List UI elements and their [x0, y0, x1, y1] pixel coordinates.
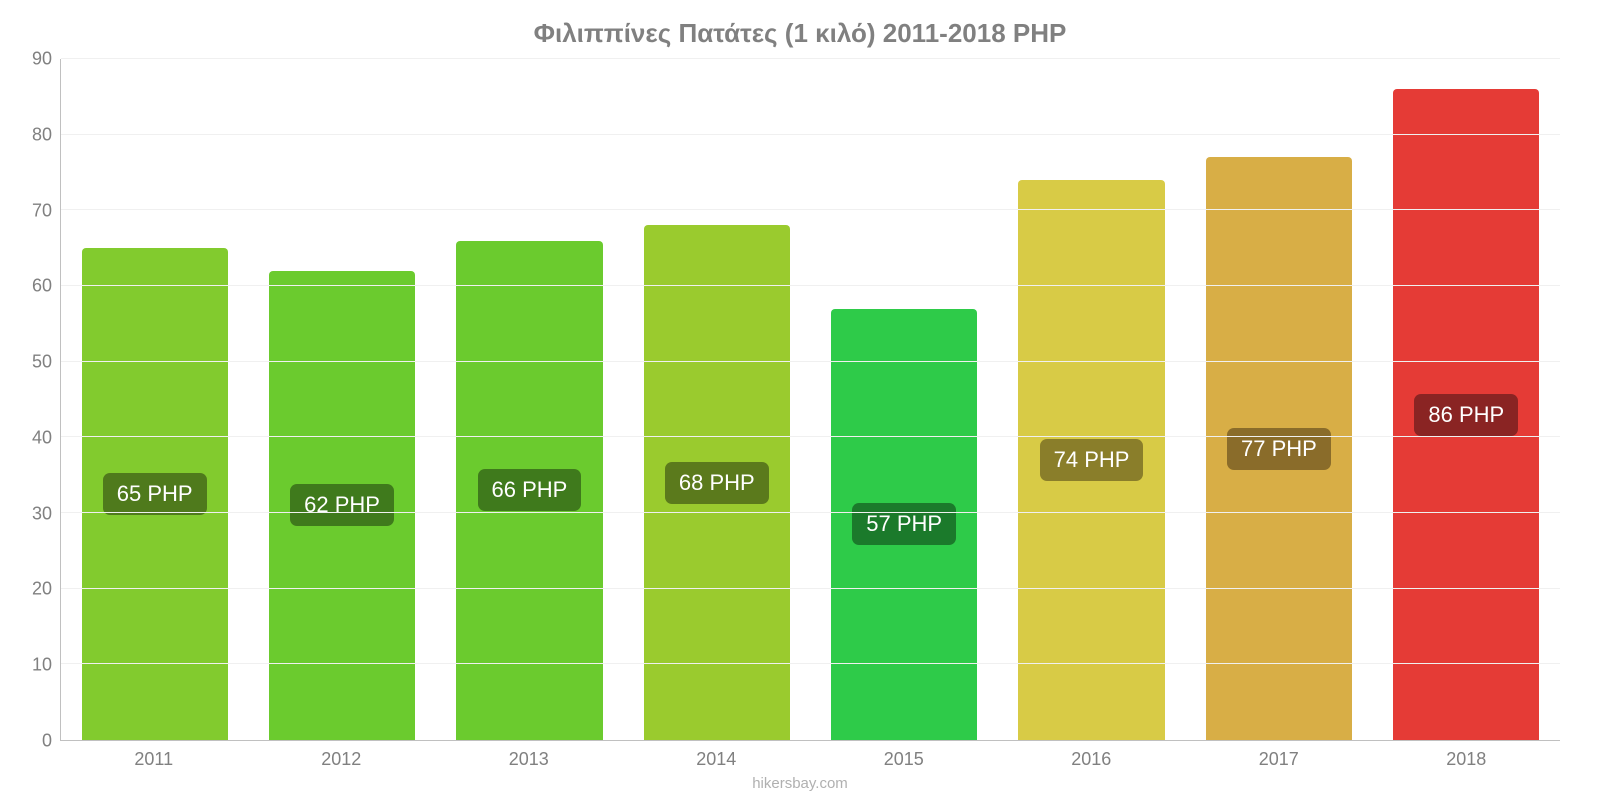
bar-slot: 62 PHP: [248, 59, 435, 740]
y-tick-label: 60: [32, 276, 52, 297]
bar: 66 PHP: [456, 241, 602, 740]
bar-value-label: 65 PHP: [103, 473, 207, 515]
y-tick-label: 0: [42, 731, 52, 752]
x-tick-label: 2017: [1185, 741, 1373, 775]
gridline: [61, 134, 1560, 135]
bar-value-label: 68 PHP: [665, 462, 769, 504]
y-tick-label: 40: [32, 427, 52, 448]
gridline: [61, 588, 1560, 589]
chart-title: Φιλιππίνες Πατάτες (1 κιλό) 2011-2018 PH…: [0, 0, 1600, 59]
bar: 57 PHP: [831, 309, 977, 740]
x-tick-label: 2013: [435, 741, 623, 775]
x-tick-label: 2012: [248, 741, 436, 775]
y-tick-label: 50: [32, 352, 52, 373]
bars-container: 65 PHP 62 PHP 66 PHP 68 PHP 57 PHP 74 PHP 77 P…: [61, 59, 1560, 740]
bar: 86 PHP: [1393, 89, 1539, 740]
gridline: [61, 512, 1560, 513]
bar-value-label: 62 PHP: [290, 484, 394, 526]
y-tick-label: 10: [32, 655, 52, 676]
bar-slot: 68 PHP: [623, 59, 810, 740]
x-axis: 20112012201320142015201620172018: [0, 741, 1600, 775]
bar-slot: 66 PHP: [436, 59, 623, 740]
x-tick-label: 2011: [60, 741, 248, 775]
bar: 77 PHP: [1206, 157, 1352, 740]
bar-chart: Φιλιππίνες Πατάτες (1 κιλό) 2011-2018 PH…: [0, 0, 1600, 800]
bar: 62 PHP: [269, 271, 415, 740]
gridline: [61, 285, 1560, 286]
x-tick-label: 2014: [623, 741, 811, 775]
plot-row: 0102030405060708090 65 PHP62 PHP66 PHP68…: [0, 59, 1600, 741]
bar-slot: 65 PHP: [61, 59, 248, 740]
y-tick-label: 90: [32, 49, 52, 70]
gridline: [61, 58, 1560, 59]
bar: 65 PHP: [82, 248, 228, 740]
bar-value-label: 74 PHP: [1040, 439, 1144, 481]
x-tick-label: 2016: [998, 741, 1186, 775]
y-tick-label: 30: [32, 503, 52, 524]
y-tick-label: 20: [32, 579, 52, 600]
gridline: [61, 209, 1560, 210]
bar: 74 PHP: [1018, 180, 1164, 740]
bar-value-label: 77 PHP: [1227, 428, 1331, 470]
gridline: [61, 663, 1560, 664]
x-tick-label: 2018: [1373, 741, 1561, 775]
plot-area: 65 PHP 62 PHP 66 PHP 68 PHP 57 PHP 74 PHP 77 P…: [60, 59, 1560, 741]
bar-value-label: 86 PHP: [1414, 394, 1518, 436]
bar-value-label: 57 PHP: [852, 503, 956, 545]
bar-value-label: 66 PHP: [478, 469, 582, 511]
bar-slot: 77 PHP: [1185, 59, 1372, 740]
bar-slot: 86 PHP: [1373, 59, 1560, 740]
x-tick-label: 2015: [810, 741, 998, 775]
gridline: [61, 436, 1560, 437]
y-axis: 0102030405060708090: [10, 59, 60, 741]
bar-slot: 74 PHP: [998, 59, 1185, 740]
y-tick-label: 80: [32, 124, 52, 145]
gridline: [61, 361, 1560, 362]
chart-footer: hikersbay.com: [0, 775, 1600, 800]
bar-slot: 57 PHP: [811, 59, 998, 740]
y-tick-label: 70: [32, 200, 52, 221]
